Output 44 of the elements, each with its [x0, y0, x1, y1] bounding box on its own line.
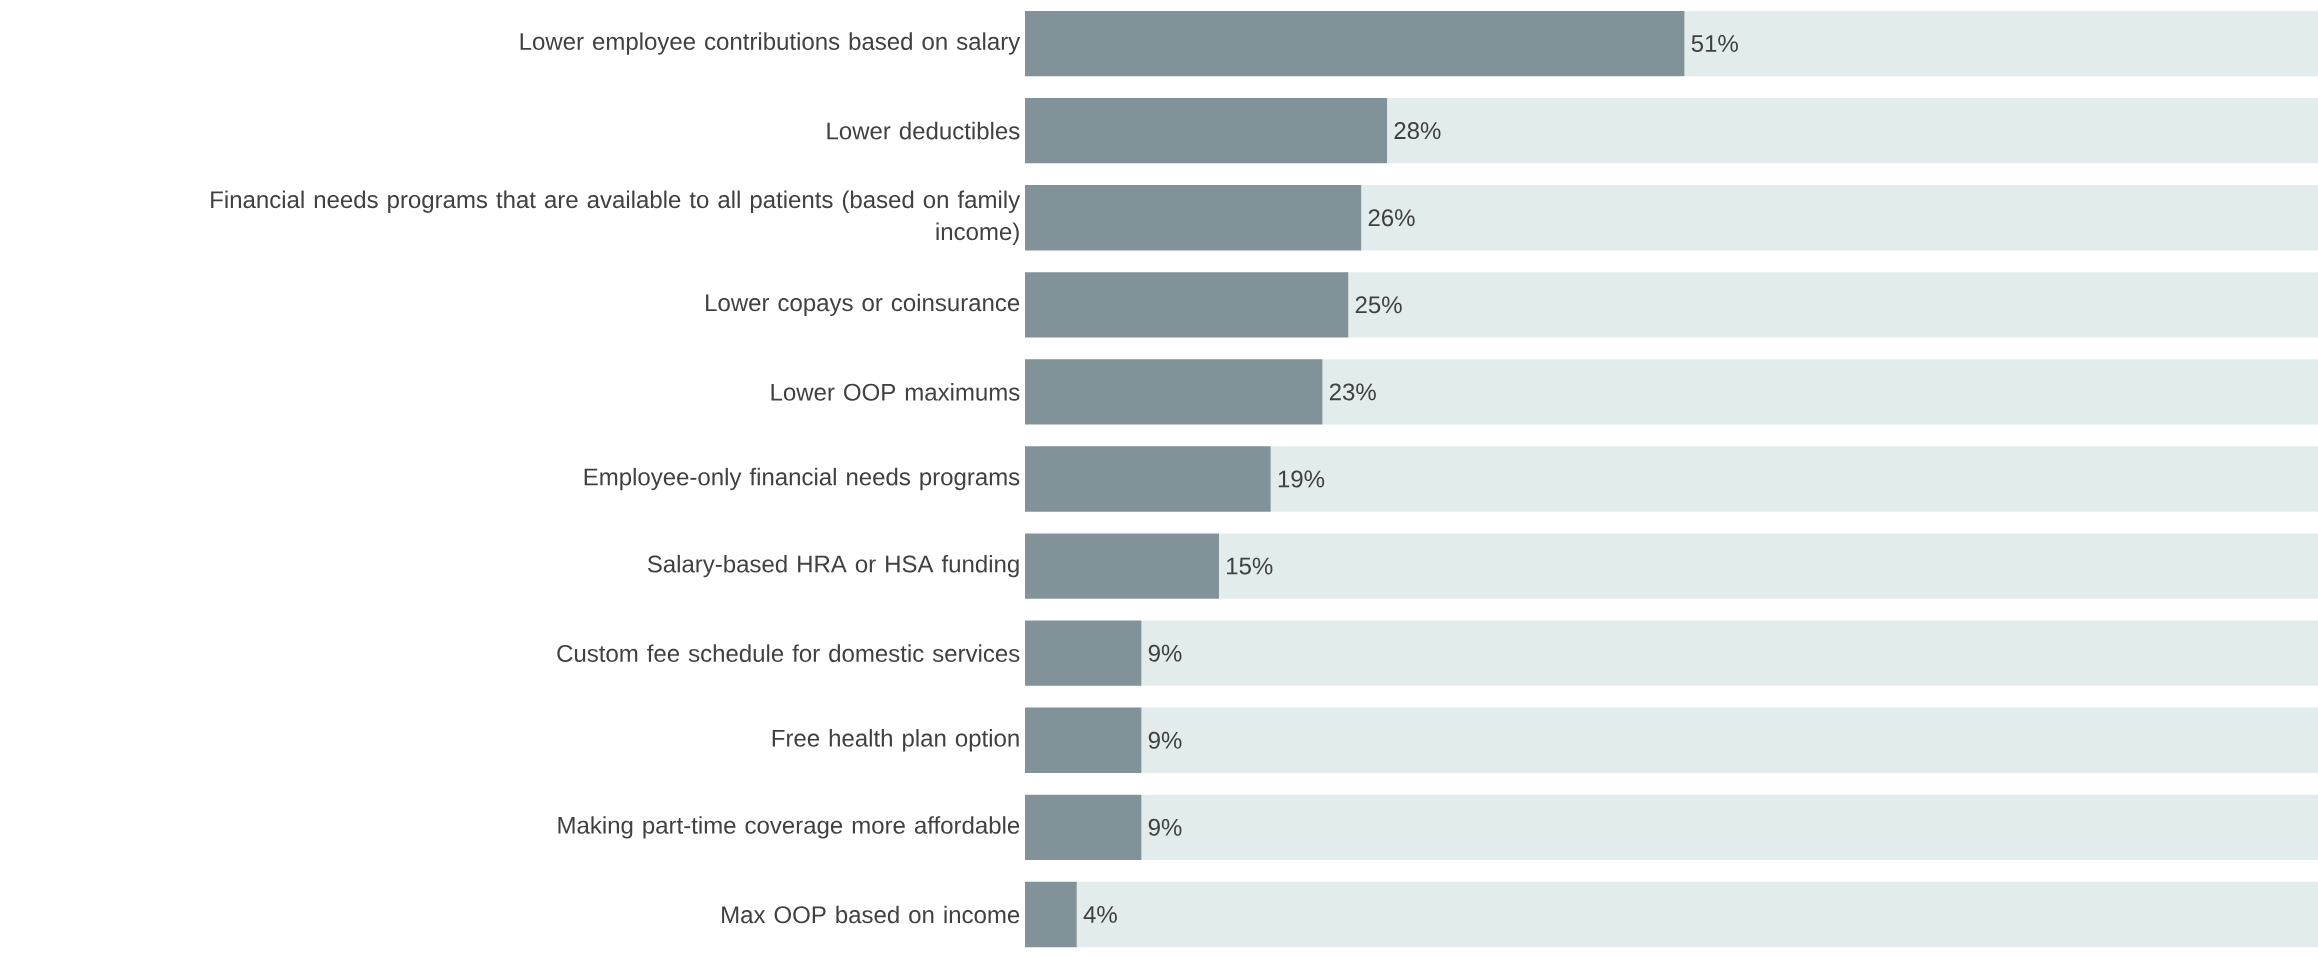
data-label: 9% [1148, 644, 1182, 662]
data-label: 23% [1329, 383, 1376, 401]
data-label: 9% [1148, 731, 1182, 749]
y-tick-label: Salary-based HRA or HSA funding [647, 554, 1019, 578]
bar [1141, 794, 2318, 861]
data-label: 15% [1227, 557, 1273, 575]
bar [1361, 185, 2318, 251]
bar [1348, 272, 2318, 338]
bar [1141, 620, 2318, 686]
y-tick-label: Max OOP based on income [722, 905, 1020, 924]
bar [1025, 10, 1685, 77]
y-tick-label: Employee-only financial needs programs [584, 467, 1020, 491]
bar [1076, 881, 2318, 948]
bar [1025, 446, 1271, 512]
data-label: 9% [1148, 818, 1182, 836]
bar [1025, 707, 1142, 773]
bar [1025, 359, 1323, 425]
y-tick-label: Custom fee schedule for domestic services [557, 644, 1020, 662]
bar [1387, 97, 2318, 164]
y-tick-label: Lower employee contributions based on salary [520, 32, 1021, 55]
bar [1322, 359, 2318, 425]
y-tick-label: Financial needs programs that are available to all patients (based on family income) [211, 190, 1021, 245]
bar [1141, 707, 2318, 773]
y-tick-label: Lower copays or coinsurance [706, 293, 1020, 317]
bar [1025, 185, 1362, 251]
data-label: 26% [1368, 209, 1415, 227]
data-label: 19% [1278, 470, 1325, 488]
bar [1025, 272, 1349, 338]
data-label: 28% [1394, 122, 1441, 140]
bar [1025, 620, 1142, 686]
data-label: 51% [1691, 35, 1738, 52]
bar [1025, 97, 1388, 164]
data-label: 25% [1355, 296, 1402, 314]
bar [1025, 794, 1142, 861]
y-tick-label: Making part-time coverage more affordable [558, 816, 1020, 839]
y-tick-label: Lower deductibles [827, 121, 1020, 140]
bar [1025, 533, 1219, 599]
y-tick-label: Lower OOP maximums [771, 383, 1020, 401]
data-label: 4% [1083, 906, 1117, 923]
bar [1218, 533, 2318, 599]
y-tick-label: Free health plan option [772, 729, 1019, 752]
bar [1684, 10, 2318, 77]
bar [1025, 881, 1077, 948]
bar [1270, 446, 2318, 512]
